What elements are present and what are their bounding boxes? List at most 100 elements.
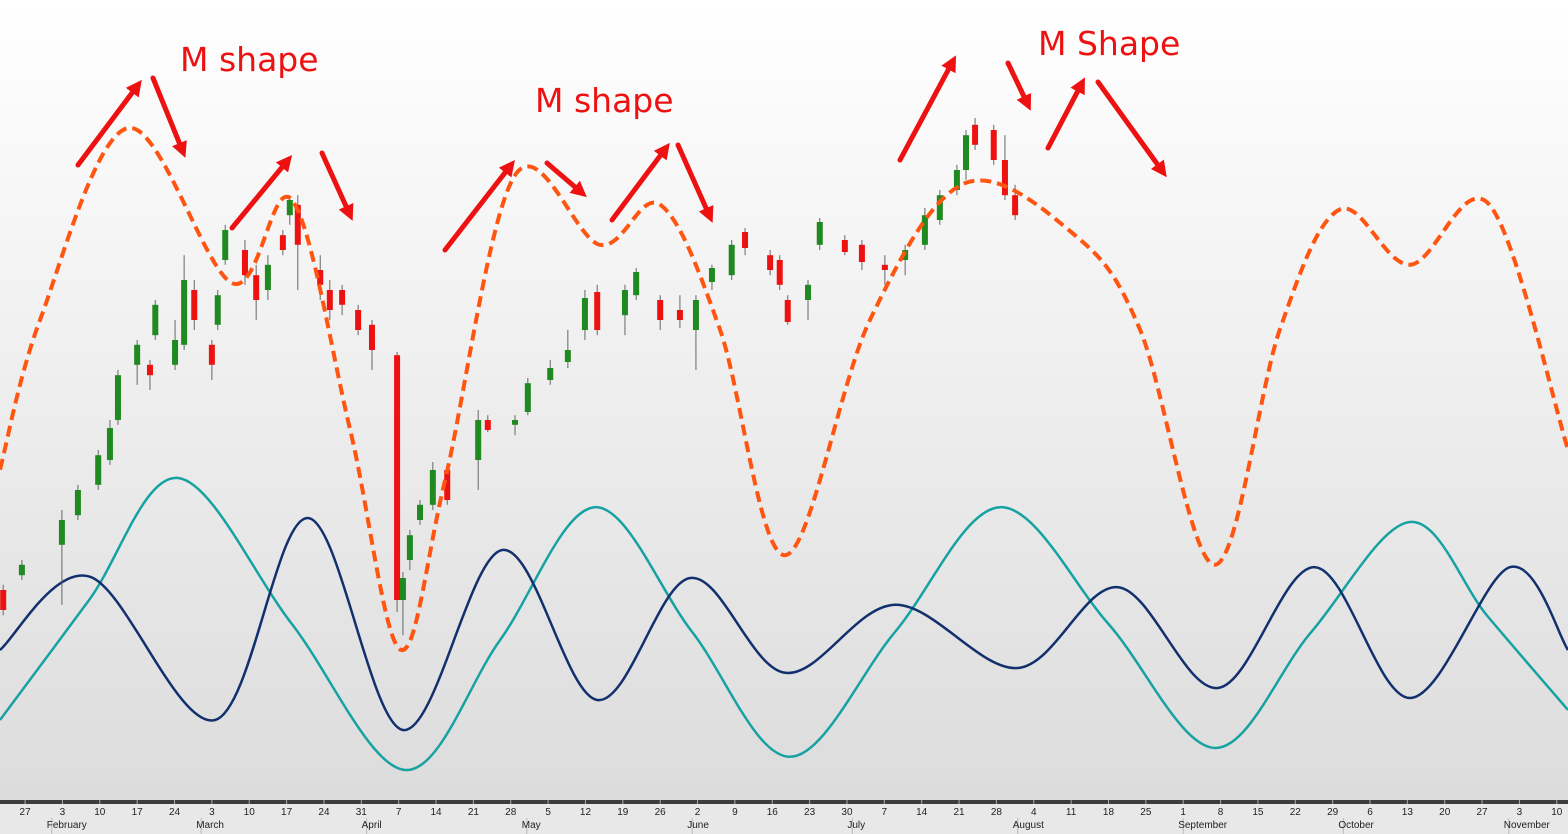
x-tick-label: 27 <box>1477 807 1489 818</box>
candle-body <box>972 124 979 145</box>
candle-body <box>512 420 519 425</box>
candle-body <box>253 275 260 300</box>
arrow <box>675 142 714 223</box>
candle-body <box>776 260 783 285</box>
x-tick-label: 30 <box>841 807 853 818</box>
arrow <box>897 55 957 163</box>
candle-body <box>921 215 928 245</box>
x-tick-label: 10 <box>1551 807 1563 818</box>
x-tick-label: 16 <box>767 807 779 818</box>
candle-body <box>858 244 865 262</box>
month-label: July <box>847 820 865 831</box>
candles <box>0 118 1019 636</box>
candle-body <box>524 383 531 412</box>
candle-body <box>581 298 588 330</box>
candle-body <box>172 340 179 365</box>
candle-body <box>106 428 113 460</box>
x-tick-label: 10 <box>94 807 106 818</box>
x-tick-label: 21 <box>953 807 965 818</box>
candle-body <box>633 272 640 296</box>
candle-body <box>326 290 333 310</box>
x-tick-label: 3 <box>60 807 66 818</box>
candle-body <box>191 290 198 320</box>
axis-band <box>0 800 1568 804</box>
arrow <box>442 159 515 253</box>
candle-body <box>417 504 424 520</box>
arrows <box>75 55 1167 253</box>
month-label: September <box>1178 820 1228 831</box>
candle-body <box>805 284 812 300</box>
x-tick-label: 21 <box>468 807 480 818</box>
candle-body <box>484 420 491 430</box>
candle-body <box>146 364 153 376</box>
candle-body <box>74 490 81 516</box>
candle-body <box>1012 195 1019 216</box>
x-tick-label: 23 <box>804 807 816 818</box>
arrow <box>1005 60 1032 111</box>
candle-body <box>214 295 221 325</box>
x-tick-label: 15 <box>1252 807 1264 818</box>
candle-body <box>394 355 401 600</box>
x-tick-label: 31 <box>356 807 368 818</box>
plot-background <box>0 0 1568 800</box>
candle-body <box>368 324 375 350</box>
month-label: October <box>1338 820 1374 831</box>
cycle-line <box>0 476 1568 772</box>
annotation: M shape <box>535 81 674 120</box>
candle-body <box>279 235 286 250</box>
x-tick-label: 12 <box>580 807 592 818</box>
month-label: April <box>362 820 382 831</box>
month-label: June <box>687 820 709 831</box>
arrow <box>544 160 587 198</box>
candle-body <box>676 310 683 320</box>
candle-body <box>208 344 215 365</box>
x-tick-label: 28 <box>505 807 517 818</box>
candle-body <box>621 290 628 316</box>
candle-body <box>294 204 301 245</box>
x-tick-label: 17 <box>132 807 144 818</box>
candle-body <box>962 135 969 170</box>
x-tick-label: 13 <box>1402 807 1414 818</box>
arrow <box>319 150 354 221</box>
x-tick-label: 28 <box>991 807 1003 818</box>
month-label: August <box>1013 820 1044 831</box>
x-tick-label: 17 <box>281 807 293 818</box>
candle-body <box>18 564 25 576</box>
candle-body <box>286 200 293 216</box>
x-tick-label: 14 <box>916 807 928 818</box>
x-tick-label: 9 <box>732 807 738 818</box>
candle-body <box>784 300 791 322</box>
arrow <box>609 142 670 223</box>
candle-body <box>708 268 715 282</box>
candle-body <box>0 590 7 610</box>
candle-body <box>657 300 664 320</box>
candle-body <box>841 240 848 252</box>
cycle-line <box>0 516 1568 732</box>
arrow <box>1045 77 1085 151</box>
candle-body <box>58 520 65 545</box>
arrow <box>229 155 293 231</box>
annotation: M shape <box>180 40 319 79</box>
dashed-line <box>0 125 1568 652</box>
x-tick-label: 24 <box>169 807 181 818</box>
month-label: May <box>522 820 541 831</box>
candle-body <box>264 264 271 290</box>
arrow <box>150 75 187 158</box>
candle-body <box>881 264 888 270</box>
x-tick-label: 6 <box>1367 807 1373 818</box>
candle-body <box>594 292 601 330</box>
candle-body <box>936 195 943 220</box>
x-tick-label: 14 <box>430 807 442 818</box>
candle-body <box>429 470 436 505</box>
x-tick-label: 24 <box>318 807 330 818</box>
x-tick-label: 3 <box>209 807 215 818</box>
annotation: M Shape <box>1038 24 1180 63</box>
candle-body <box>134 344 141 365</box>
candle-body <box>317 270 324 285</box>
candle-body <box>181 280 188 345</box>
annotations: M shape M shape M Shape <box>180 24 1180 120</box>
x-tick-label: 11 <box>1066 807 1077 818</box>
month-label: March <box>196 820 224 831</box>
